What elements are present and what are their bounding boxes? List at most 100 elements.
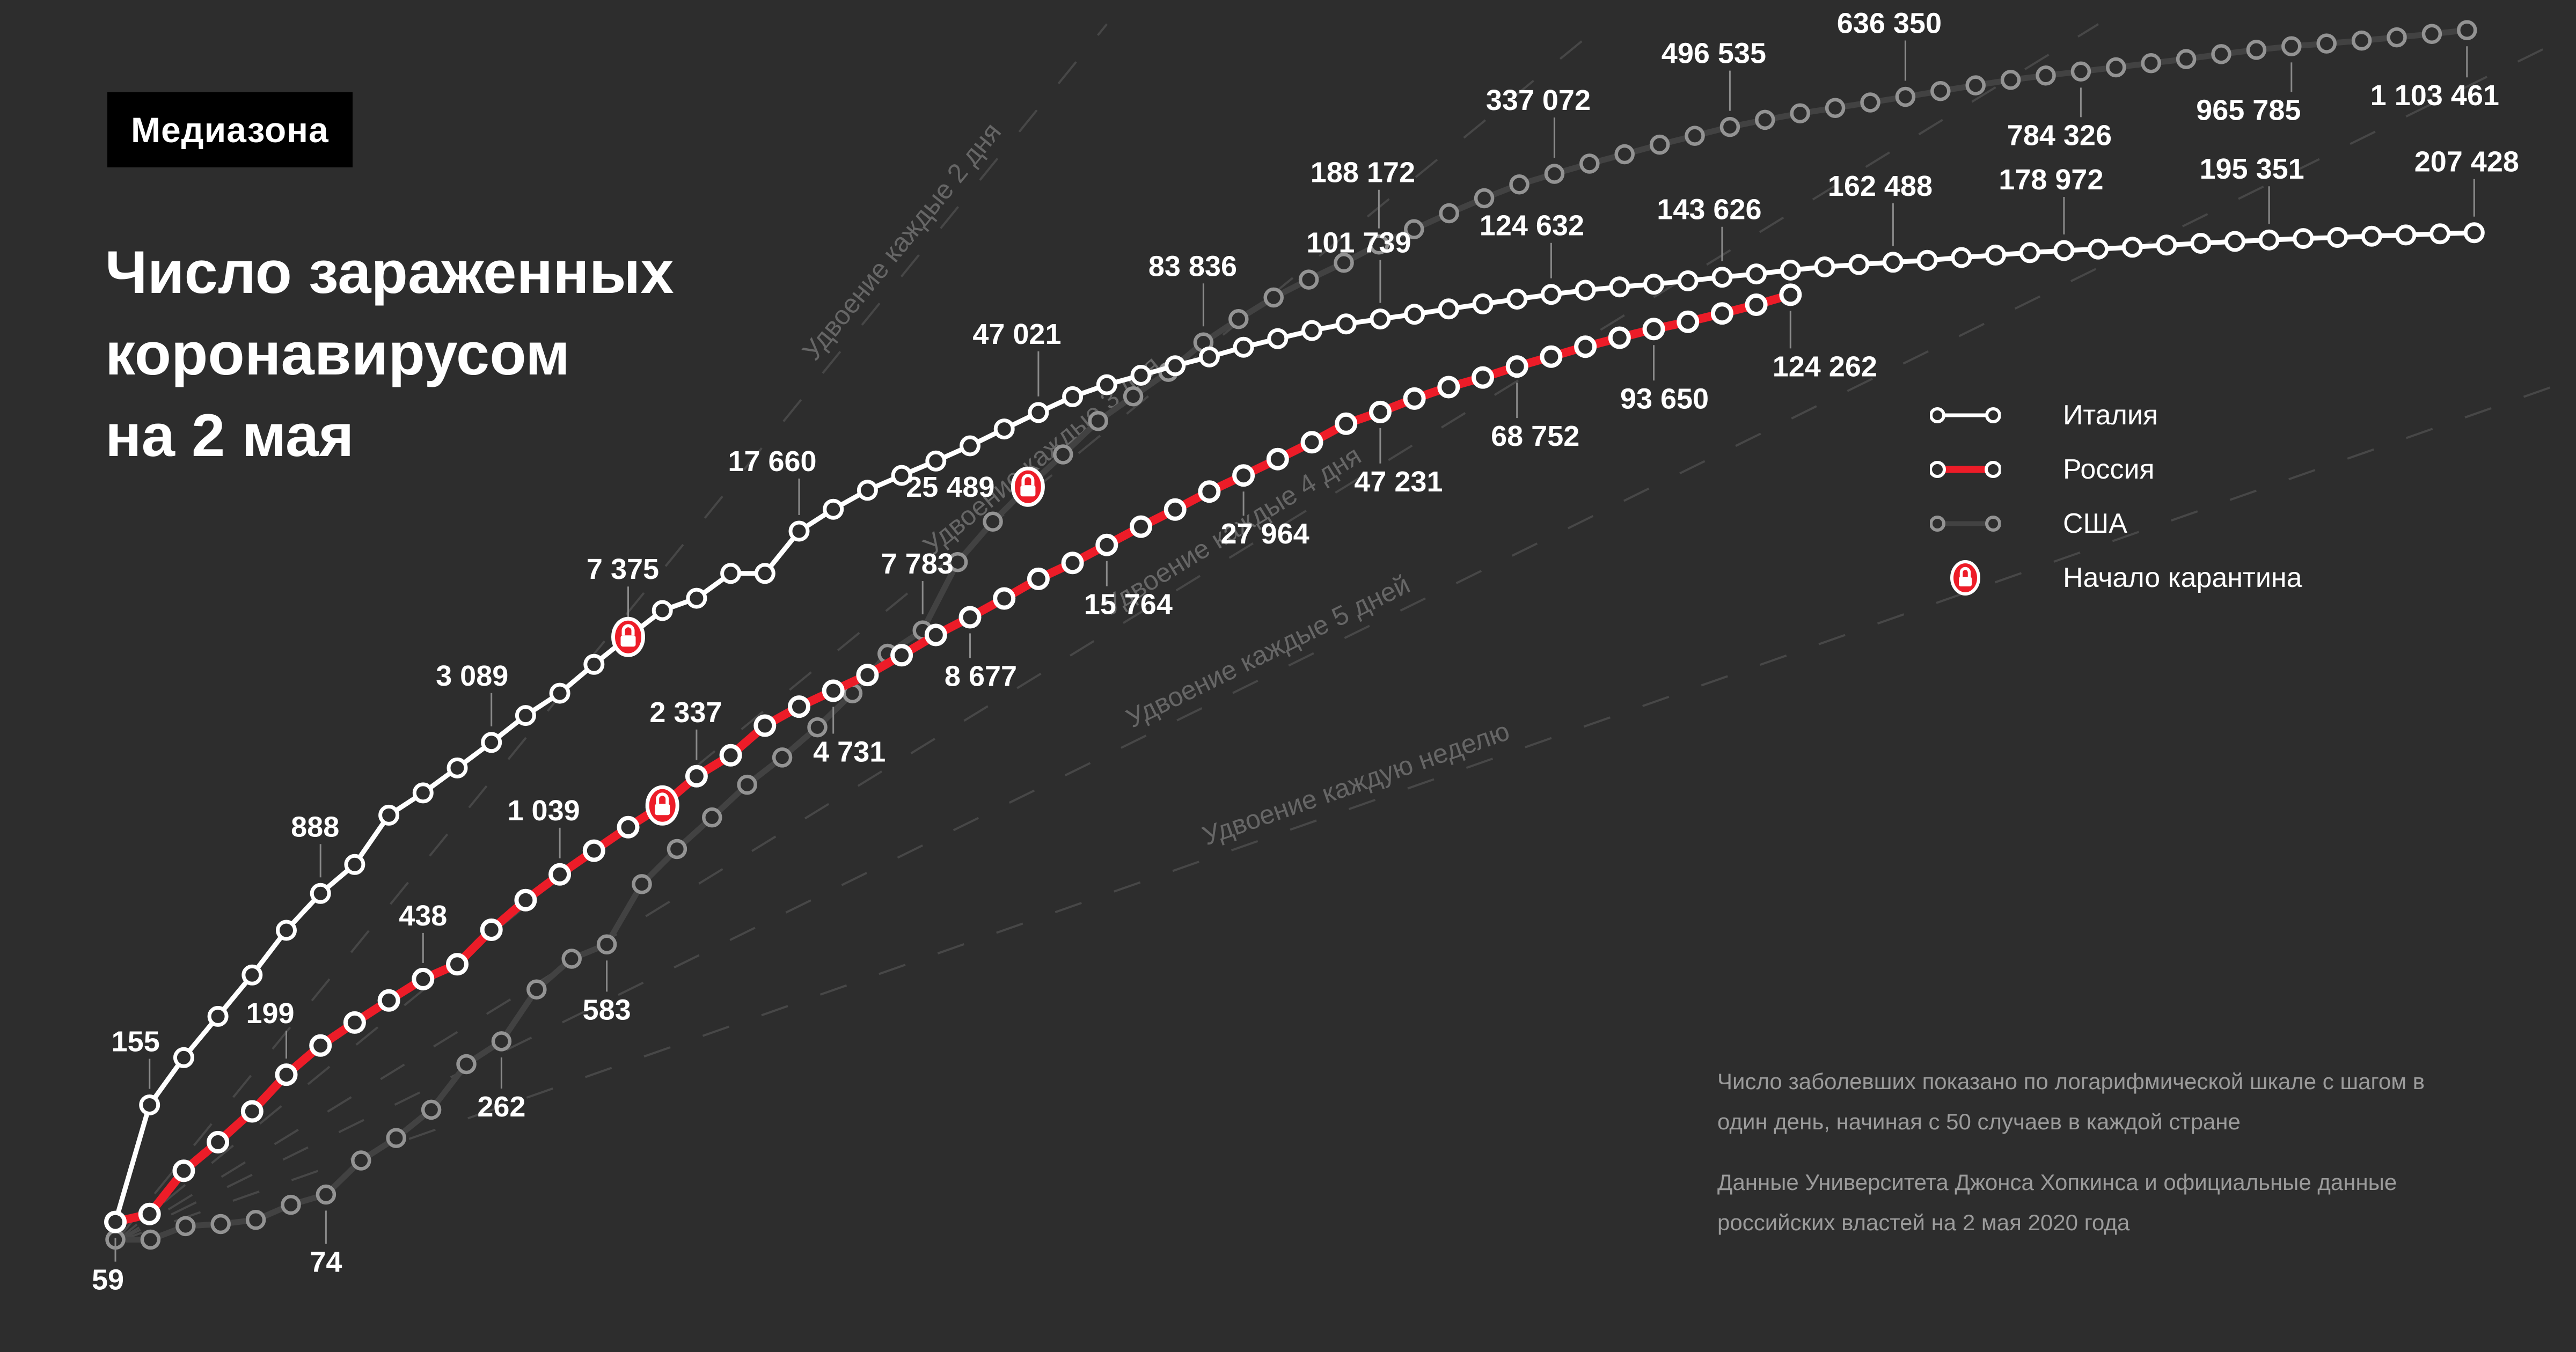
russia-value-label: 93 650 [1620, 383, 1709, 415]
legend-label-quarantine: Начало карантина [2063, 562, 2302, 593]
russia-point-day-14 [582, 839, 605, 862]
russia-point-day-22 [856, 664, 879, 687]
usa-point-day-38 [1439, 203, 1459, 224]
russia-point-day-39 [1437, 376, 1460, 399]
italy-point-day-62 [2224, 231, 2245, 252]
italy-line [113, 230, 2475, 1223]
italy-point-day-46 [1677, 270, 1699, 291]
russia-point-day-1 [138, 1202, 161, 1225]
italy-point-day-20 [788, 520, 810, 542]
series-italy: 59 155 888 3 089 7 375 17 660 47 021 101 739 124… [92, 146, 2519, 1296]
russia-value-label: 124 262 [1773, 350, 1877, 383]
usa-point-day-43 [1614, 144, 1635, 165]
usa-point-day-58 [2141, 53, 2161, 74]
italy-point-day-51 [1848, 254, 1870, 275]
russia-point-day-6 [309, 1034, 332, 1057]
title-line-3: на 2 мая [105, 402, 354, 469]
russia-point-day-5 [275, 1063, 298, 1086]
russia-point-day-35 [1300, 431, 1323, 454]
italy-point-day-27 [1028, 402, 1049, 423]
usa-point-day-49 [1825, 98, 1846, 118]
russia-point-day-41 [1505, 355, 1528, 378]
italy-value-label: 162 488 [1828, 170, 1933, 202]
russia-point-day-34 [1266, 447, 1289, 471]
usa-point-day-8 [386, 1128, 406, 1148]
russia-point-day-36 [1335, 412, 1358, 435]
legend-label-usa: США [2063, 508, 2127, 539]
usa-point-day-13 [561, 949, 582, 969]
usa-point-day-35 [1334, 253, 1354, 273]
italy-point-day-14 [583, 653, 605, 675]
italy-point-day-57 [2053, 240, 2075, 261]
legend-item-russia: Россия [1930, 452, 2302, 487]
lock-shackle-icon [1021, 474, 1035, 486]
page-title: Число зараженных коронавирусом на 2 мая [105, 232, 674, 476]
russia-point-day-3 [207, 1130, 230, 1153]
italy-point-day-7 [344, 854, 365, 875]
italy-point-day-45 [1643, 274, 1664, 295]
italy-point-day-60 [2156, 234, 2177, 256]
usa-point-day-62 [2281, 36, 2302, 57]
usa-point-day-17 [702, 807, 722, 828]
italy-point-day-12 [515, 705, 536, 726]
italy-point-day-34 [1267, 328, 1289, 349]
quarantine-lock-russia [645, 785, 679, 826]
usa-point-day-45 [1685, 126, 1705, 146]
usa-point-day-25 [983, 511, 1003, 532]
usa-point-day-57 [2106, 57, 2126, 78]
italy-point-day-41 [1506, 289, 1528, 310]
usa-value-label: 83 836 [1148, 250, 1237, 282]
italy-point-day-19 [754, 563, 775, 584]
italy-point-day-50 [1814, 256, 1835, 277]
italy-value-label: 178 972 [1999, 164, 2103, 196]
quarantine-lock-usa [1011, 466, 1045, 507]
russia-point-day-0 [104, 1210, 127, 1233]
usa-value-label: 496 535 [1662, 38, 1766, 70]
usa-point-day-47 [1755, 109, 1775, 130]
lock-body-icon [655, 804, 670, 815]
usa-point-day-2 [175, 1216, 196, 1237]
footnotes: Число заболевших показано по логарифмиче… [1717, 1061, 2436, 1263]
usa-point-day-46 [1719, 116, 1740, 137]
italy-point-day-11 [481, 732, 502, 753]
usa-point-day-64 [2351, 30, 2372, 51]
legend-label-italy: Италия [2063, 400, 2158, 431]
doubling-guide-3-days [114, 23, 1604, 1243]
russia-point-day-37 [1368, 400, 1392, 423]
russia-point-day-21 [822, 679, 845, 702]
russia-value-label: 2 337 [649, 696, 722, 729]
italy-point-day-29 [1096, 374, 1117, 395]
russia-point-day-43 [1574, 335, 1597, 358]
italy-point-day-42 [1540, 284, 1562, 305]
italy-point-day-52 [1882, 252, 1904, 273]
italy-point-day-40 [1472, 293, 1494, 314]
russia-value-label: 47 231 [1354, 466, 1443, 498]
italy-point-day-6 [310, 883, 331, 904]
italy-value-label: 143 626 [1657, 194, 1761, 226]
italy-point-day-2 [173, 1047, 194, 1068]
russia-point-day-44 [1608, 326, 1631, 349]
russia-point-day-46 [1677, 310, 1700, 333]
russia-point-day-13 [548, 863, 572, 886]
russia-point-day-10 [446, 953, 469, 976]
usa-point-day-54 [2000, 70, 2021, 90]
russia-point-day-38 [1403, 387, 1426, 410]
italy-point-day-21 [823, 498, 844, 520]
russia-value-label: 199 [246, 997, 294, 1030]
usa-point-day-36 [1368, 234, 1389, 255]
russia-point-day-42 [1540, 345, 1563, 368]
italy-point-day-58 [2088, 238, 2109, 260]
russia-point-day-23 [890, 644, 913, 667]
italy-point-day-30 [1130, 365, 1152, 386]
italy-point-day-33 [1233, 336, 1254, 358]
italy-point-day-3 [207, 1005, 229, 1027]
doubling-guide-2-days [114, 23, 1108, 1243]
usa-point-day-11 [491, 1031, 512, 1052]
russia-point-day-26 [993, 587, 1016, 610]
italy-point-day-36 [1335, 313, 1357, 335]
doubling-guide-5-days [115, 40, 2560, 1243]
russia-point-day-28 [1061, 552, 1084, 575]
footnote-scale: Число заболевших показано по логарифмиче… [1717, 1069, 2425, 1134]
usa-point-day-6 [316, 1184, 336, 1205]
